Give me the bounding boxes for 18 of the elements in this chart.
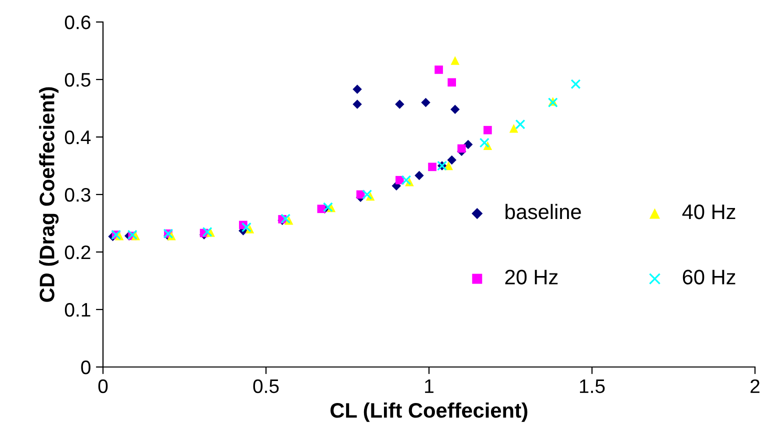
y-tick-label: 0: [81, 360, 90, 374]
legend-label: 40 Hz: [682, 204, 736, 220]
x-tick-label: 1: [425, 380, 434, 393]
x-tick-label: 0.5: [253, 379, 279, 394]
y-tick-label: 0.2: [64, 245, 90, 260]
y-tick-label: 0.1: [64, 302, 90, 317]
y-tick-label: 0.6: [64, 15, 90, 30]
legend-label: 60 Hz: [682, 270, 736, 284]
y-tick-label: 0.4: [64, 130, 91, 144]
legend-label: 20 Hz: [505, 270, 558, 284]
x-axis-title: CL (Lift Coeffecient): [330, 402, 528, 422]
x-tick-label: 2: [750, 379, 760, 393]
y-tick-label: 0.3: [64, 188, 90, 202]
legend-label: baseline: [506, 204, 581, 220]
x-tick-label: 1.5: [580, 380, 605, 394]
x-tick-label: 0: [98, 379, 108, 394]
y-axis-title: CD (Drag Coeffecient): [39, 87, 59, 302]
y-tick-label: 0.5: [64, 72, 90, 87]
